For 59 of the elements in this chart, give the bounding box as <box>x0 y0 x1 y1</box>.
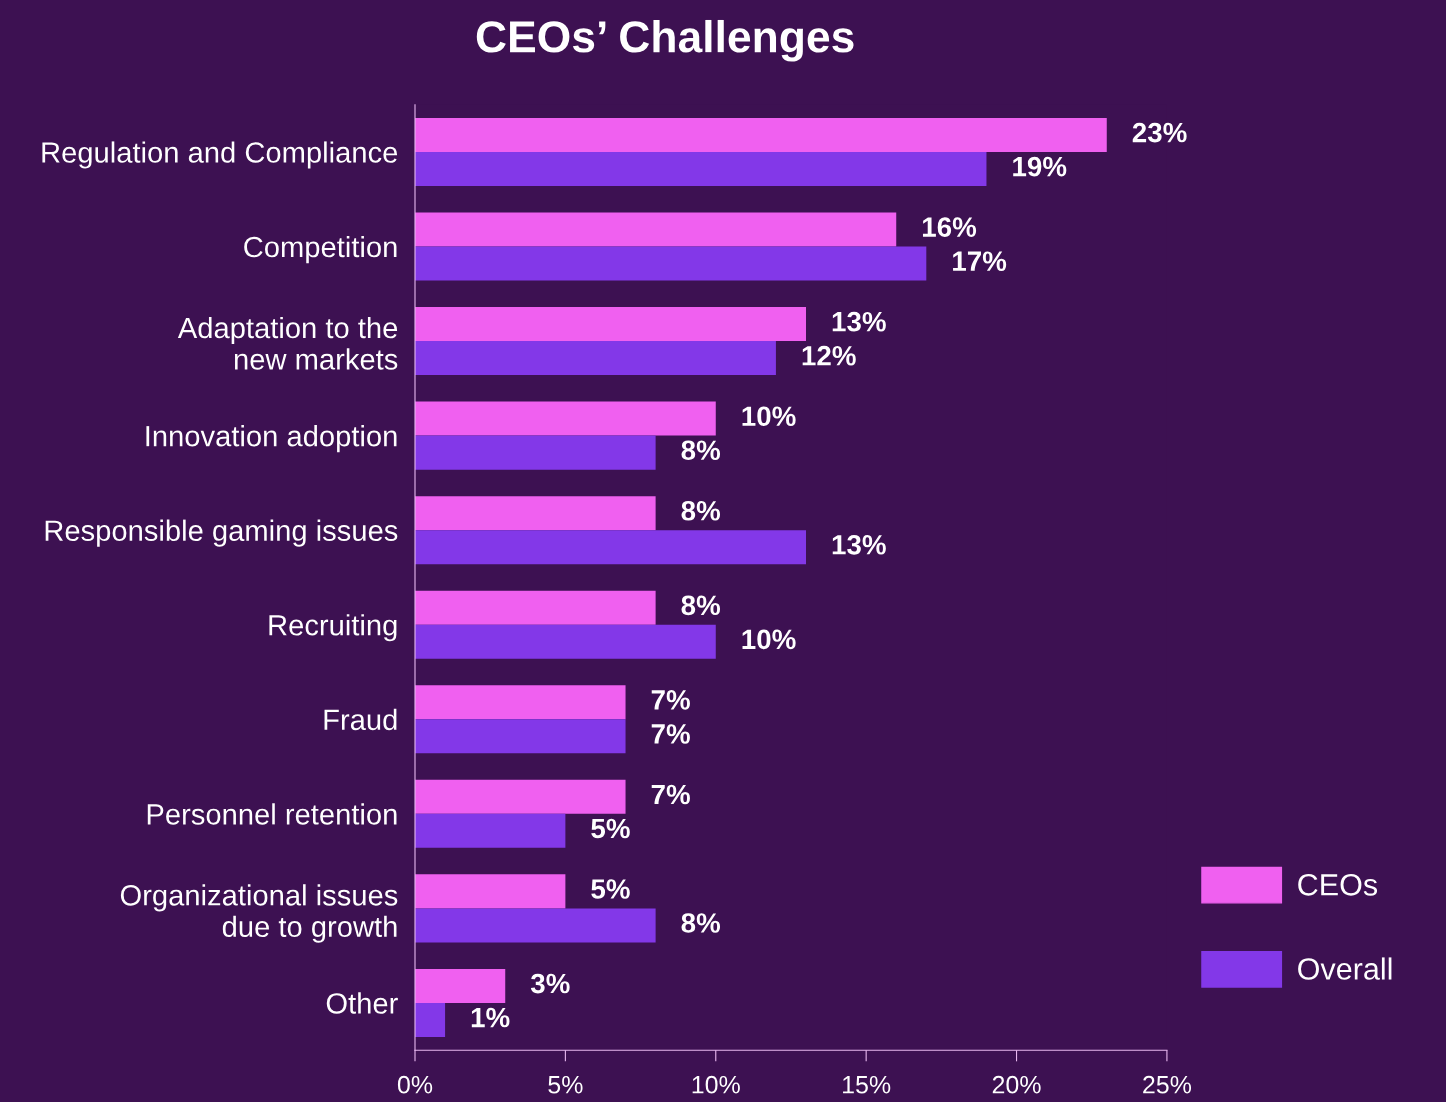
data-label: 7% <box>651 724 690 744</box>
data-label: 5% <box>591 818 630 839</box>
x-tick-label: 5% <box>548 1075 583 1094</box>
x-tick-label: 20% <box>992 1075 1041 1094</box>
y-tick-label: Fraud <box>324 708 397 731</box>
y-tick-label: Responsible gaming issues <box>45 519 398 547</box>
data-label: 7% <box>651 690 690 710</box>
bar <box>415 968 506 1003</box>
bar <box>415 496 656 531</box>
data-label: 13% <box>832 311 886 332</box>
bar <box>415 530 806 565</box>
bar <box>415 624 716 659</box>
data-label: 1% <box>471 1007 510 1028</box>
data-label: 5% <box>591 879 630 899</box>
bar <box>415 1002 446 1037</box>
data-label: 17% <box>953 251 1007 271</box>
bar <box>415 908 656 943</box>
bar <box>415 874 566 909</box>
y-tick-label: Personnel retention <box>147 803 397 825</box>
bar <box>415 151 987 186</box>
y-tick-label: Other <box>326 992 398 1014</box>
data-label: 23% <box>1132 122 1187 143</box>
bar <box>415 401 716 436</box>
bar <box>415 212 897 247</box>
bar <box>415 685 626 720</box>
data-label: 10% <box>742 406 796 427</box>
data-label: 8% <box>681 913 721 933</box>
x-tick-label: 15% <box>843 1075 891 1094</box>
bar <box>415 435 656 470</box>
data-label: 3% <box>530 973 570 994</box>
legend-label: Overall <box>1298 957 1392 980</box>
bar <box>415 779 626 814</box>
data-label: 7% <box>651 784 690 805</box>
y-tick-label: Innovation adoption <box>146 425 397 453</box>
bar <box>415 719 626 754</box>
y-tick-label: Adaptation to the new markets <box>177 316 398 370</box>
data-label: 16% <box>922 217 977 237</box>
x-tick-label: 0% <box>397 1075 433 1094</box>
data-label: 8% <box>681 500 721 521</box>
y-tick-label: Competition <box>244 235 397 264</box>
x-tick-label: 25% <box>1143 1075 1192 1094</box>
data-label: 19% <box>1013 156 1067 177</box>
bar <box>415 590 656 625</box>
data-label: 8% <box>681 595 721 616</box>
data-label: 12% <box>802 345 856 366</box>
bar <box>415 813 566 848</box>
data-label: 8% <box>681 440 721 461</box>
y-tick-label: Recruiting <box>269 614 397 642</box>
data-label: 13% <box>832 534 886 555</box>
y-tick-label: Organizational issues due to growth <box>120 884 398 943</box>
x-tick-label: 10% <box>692 1075 740 1094</box>
bar <box>415 341 776 376</box>
y-tick-label: Regulation and Compliance <box>42 141 398 169</box>
bar <box>415 117 1107 152</box>
legend-label: CEOs <box>1298 874 1378 896</box>
data-label: 10% <box>742 629 796 650</box>
bar <box>415 246 927 281</box>
bar <box>415 307 806 342</box>
chart-title: CEOs’ Challenges <box>476 19 854 62</box>
